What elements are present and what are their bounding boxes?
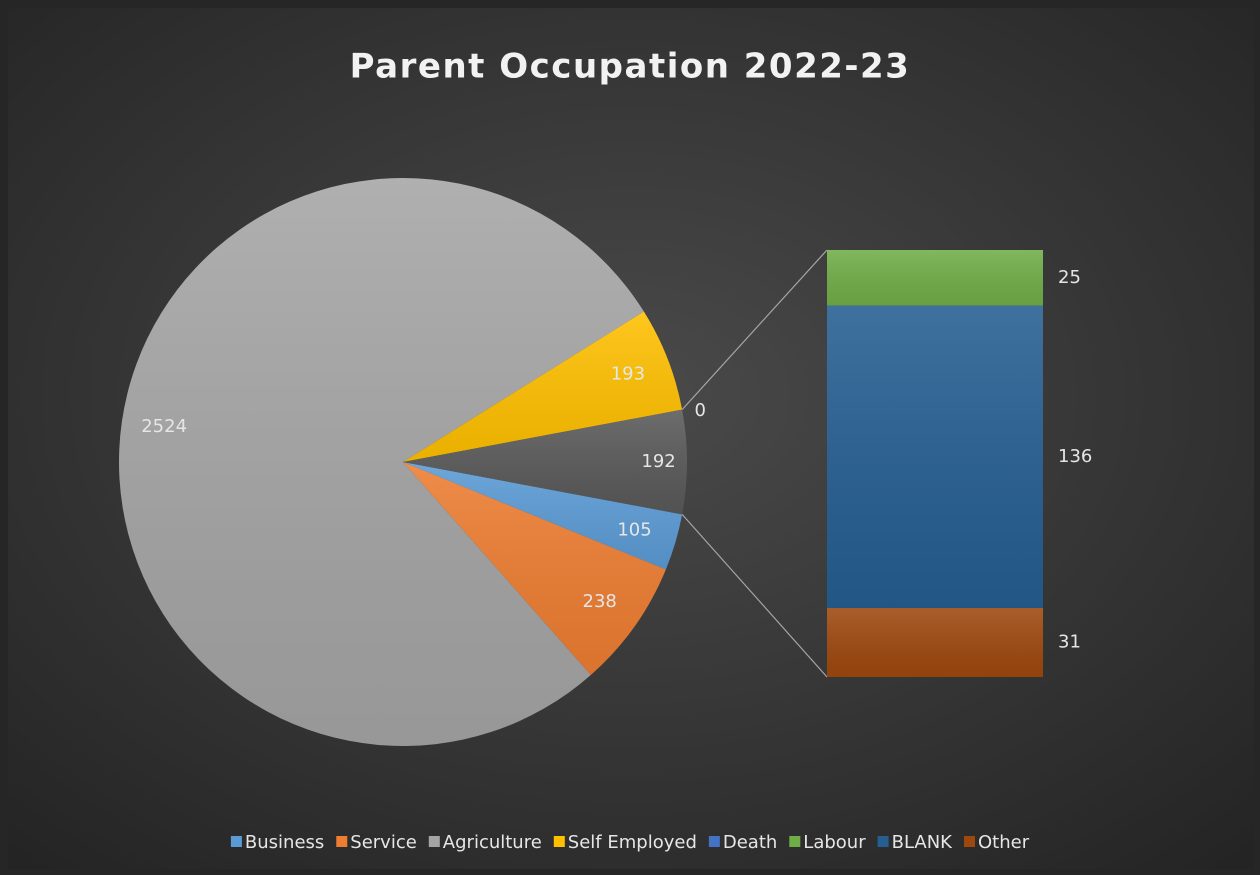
legend-swatch [708, 836, 720, 847]
plot: 105 238 2524 193 0 192 25 136 31 [119, 177, 1092, 746]
legend-swatch [428, 836, 440, 847]
slice-shade [403, 409, 687, 515]
data-label: 2524 [141, 416, 187, 437]
legend-swatch [789, 836, 801, 847]
legend-label: BLANK [892, 832, 954, 853]
data-label: 0 [695, 400, 706, 421]
legend-label: Self Employed [568, 832, 697, 853]
connector-line [681, 249, 828, 411]
legend-label: Death [723, 832, 777, 853]
legend-swatch [877, 836, 889, 847]
legend-swatch [230, 836, 242, 847]
connector-line [681, 513, 828, 678]
chart-title: Parent Occupation 2022-23 [350, 47, 911, 87]
slice-shade [119, 177, 644, 746]
data-label: 238 [583, 591, 617, 612]
legend-label: Agriculture [443, 832, 542, 853]
slice-shade [403, 311, 683, 462]
bar-shade [827, 250, 1043, 306]
data-label: 25 [1058, 267, 1081, 288]
slice-shade [403, 462, 683, 570]
data-label: 193 [611, 363, 645, 384]
legend-label: Business [245, 832, 324, 853]
data-label: 31 [1058, 632, 1081, 653]
slice-shade [403, 462, 666, 676]
legend-swatch [963, 836, 975, 847]
legend-label: Service [350, 832, 417, 853]
data-label: 136 [1058, 446, 1092, 467]
bar-shade [827, 305, 1043, 609]
legend: Business Service Agriculture Self Employed D… [230, 832, 1030, 853]
legend-label: Labour [803, 832, 866, 853]
legend-swatch [553, 836, 565, 847]
legend-label: Other [978, 832, 1030, 853]
data-label: 192 [641, 451, 675, 472]
data-label: 105 [617, 519, 651, 540]
legend-swatch [336, 836, 348, 847]
bar-shade [827, 608, 1043, 677]
